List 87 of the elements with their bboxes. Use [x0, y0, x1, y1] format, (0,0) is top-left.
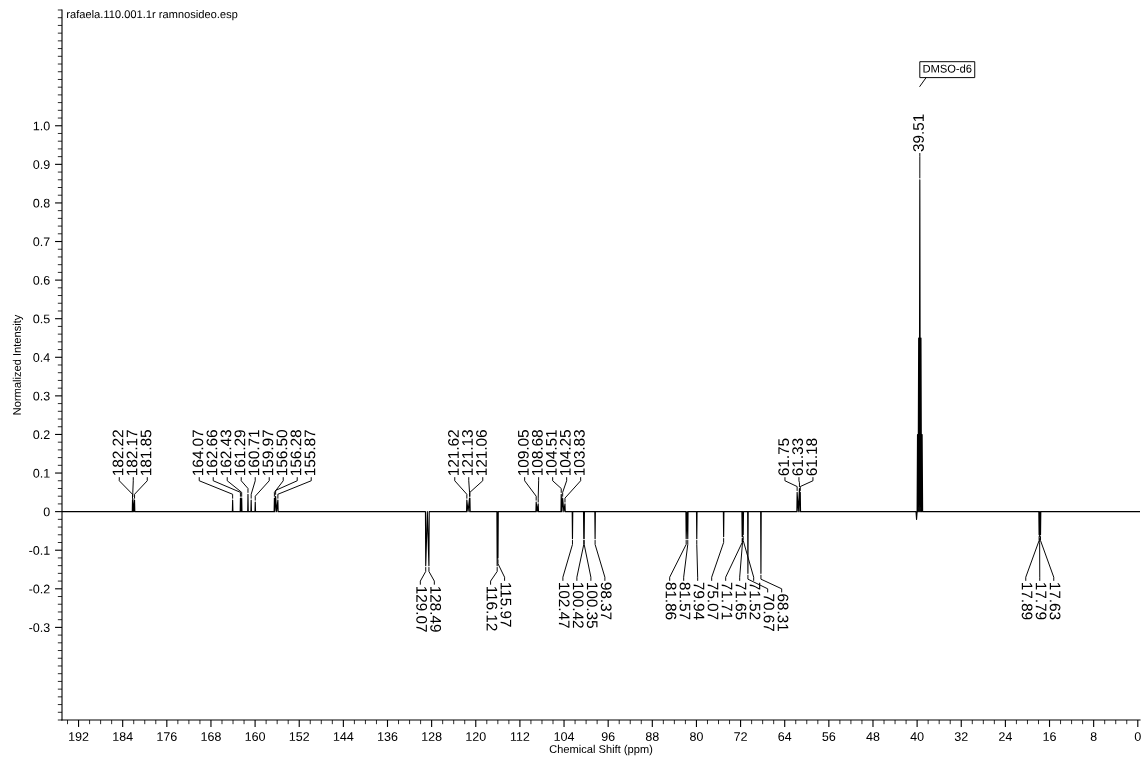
x-tick-label: 40: [910, 732, 924, 741]
annotation: 164.07: [192, 430, 204, 475]
x-tick-label: 144: [333, 732, 354, 741]
x-tick-label: 168: [201, 732, 221, 741]
annotation: 162.43: [220, 430, 232, 475]
x-tick-label: 56: [822, 732, 836, 741]
x-tick-label: 88: [645, 732, 659, 741]
x-tick-label: 48: [866, 732, 880, 741]
y-tick-label: 0.9: [33, 160, 50, 169]
annotation: 104.51: [545, 430, 557, 475]
x-tick-label: 80: [690, 732, 703, 741]
annotation: 161.29: [234, 430, 246, 475]
x-tick-label: 176: [157, 732, 177, 741]
annotation: 100.35: [586, 583, 598, 628]
annotation: 156.50: [276, 430, 288, 475]
x-tick-label: 64: [778, 732, 792, 741]
x-tick-label: 72: [734, 732, 747, 741]
y-tick-label: -0.2: [29, 584, 50, 594]
y-tick-label: 0.4: [33, 353, 50, 362]
annotation: 61.18: [806, 438, 818, 476]
annotation: 102.47: [558, 583, 570, 628]
x-tick-label: 32: [954, 732, 968, 741]
x-tick-label: 184: [113, 732, 133, 741]
x-tick-label: 136: [378, 732, 398, 741]
annotation: 17.79: [1035, 583, 1047, 620]
annotation: 128.49: [430, 586, 442, 632]
annotation: DMSO-d6: [923, 64, 972, 73]
annotation: 81.86: [665, 582, 677, 620]
annotation: 156.28: [290, 430, 302, 475]
annotation: 79.94: [693, 582, 705, 620]
annotation: 121.62: [448, 430, 459, 475]
y-tick-label: 1.0: [33, 121, 50, 131]
annotation: 75.07: [707, 582, 719, 620]
x-tick-label: 152: [289, 732, 310, 741]
annotation: 162.66: [206, 430, 218, 475]
x-tick-label: 104: [554, 732, 575, 741]
annotation: 182.22: [112, 430, 124, 475]
x-tick-label: 160: [245, 732, 266, 741]
annotation: 71.71: [721, 582, 733, 620]
annotation: 98.37: [600, 582, 612, 620]
x-axis-title: Chemical Shift (ppm): [549, 744, 653, 756]
annotation: 61.75: [778, 438, 790, 476]
annotation: 182.17: [126, 430, 138, 475]
annotation: 81.57: [679, 582, 691, 620]
y-tick-label: 0: [43, 507, 50, 517]
x-tick-label: 120: [466, 732, 486, 741]
annotation: 68.31: [777, 594, 789, 631]
x-tick-label: 0: [1134, 732, 1141, 741]
annotation: 115.97: [500, 583, 512, 627]
chart-title: rafaela.110.001.1r ramnosideo.esp: [67, 10, 238, 21]
y-tick-label: 0.3: [33, 391, 50, 401]
annotation: 17.89: [1021, 583, 1033, 620]
x-tick-label: 112: [510, 732, 530, 741]
y-tick-label: 0.1: [33, 468, 50, 478]
annotation: 104.25: [559, 430, 571, 475]
annotation: 100.42: [572, 583, 584, 628]
annotation: 160.71: [248, 430, 260, 475]
y-axis-title: Normalized Intensity: [12, 314, 24, 415]
annotation: 70.67: [763, 594, 775, 631]
y-tick-label: 0.2: [33, 430, 50, 440]
y-tick-label: -0.1: [29, 546, 50, 555]
x-tick-label: 128: [422, 732, 442, 741]
annotation: 155.87: [304, 430, 316, 475]
y-tick-label: -0.3: [29, 623, 50, 633]
annotation: 109.05: [517, 430, 529, 475]
y-tick-label: 0.6: [33, 275, 50, 285]
annotation: 159.97: [262, 430, 274, 475]
x-tick-label: 192: [69, 732, 89, 741]
annotation: 39.51: [913, 114, 924, 152]
y-tick-label: 0.7: [33, 237, 50, 247]
annotation: 71.65: [735, 582, 747, 620]
y-tick-label: 0.8: [33, 198, 50, 208]
annotation: 103.83: [573, 430, 585, 475]
annotation: 181.85: [140, 430, 152, 475]
x-tick-label: 16: [1043, 732, 1056, 741]
annotation: 17.63: [1049, 583, 1061, 620]
annotation: 61.33: [792, 438, 804, 476]
annotation: 71.52: [749, 582, 761, 620]
x-tick-label: 8: [1090, 732, 1097, 741]
annotation: 116.12: [486, 586, 498, 631]
annotation: 121.06: [476, 430, 487, 475]
x-tick-label: 96: [601, 732, 615, 741]
annotation: 121.13: [462, 430, 473, 475]
annotation: 129.07: [416, 586, 428, 632]
annotation: 108.68: [531, 430, 543, 475]
x-tick-label: 24: [999, 732, 1012, 741]
y-tick-label: 0.5: [33, 314, 50, 324]
